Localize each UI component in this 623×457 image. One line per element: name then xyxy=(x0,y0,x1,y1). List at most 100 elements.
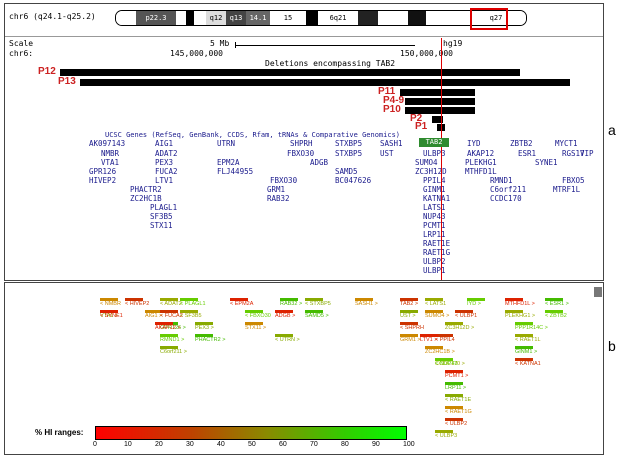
hi-gene-label[interactable]: < ADAT2 xyxy=(160,301,182,307)
gene-label[interactable]: FLJ44955 xyxy=(217,167,254,176)
hi-gene-bar[interactable] xyxy=(125,298,143,301)
gene-label[interactable]: RGS17 xyxy=(562,149,585,158)
gene-label[interactable]: SHPRH xyxy=(290,139,313,148)
gene-label[interactable]: ESR1 xyxy=(518,149,537,158)
gene-label[interactable]: C6orf211 xyxy=(490,185,527,194)
hi-gene-label[interactable]: LTV1 > xyxy=(420,337,438,343)
hi-gene-label[interactable]: < RAET1L xyxy=(515,337,541,343)
gene-label[interactable]: RMND1 xyxy=(490,176,513,185)
ideogram-band[interactable] xyxy=(358,11,378,25)
gene-label[interactable]: PPIL4 xyxy=(423,176,446,185)
deletion-bar[interactable] xyxy=(60,69,520,76)
gene-label[interactable]: VIP xyxy=(580,149,594,158)
hi-gene-label[interactable]: < ULBP2 xyxy=(445,421,468,427)
hi-gene-label[interactable]: CCDC170 > xyxy=(435,361,465,367)
hi-gene-bar[interactable] xyxy=(160,334,178,337)
gene-label[interactable]: ULBP2 xyxy=(423,257,446,266)
hi-gene-bar[interactable] xyxy=(305,310,323,313)
scrollbar[interactable] xyxy=(594,287,602,297)
gene-label[interactable]: STXBP5 xyxy=(335,149,363,158)
gene-label[interactable]: STX11 xyxy=(150,221,173,230)
hi-gene-label[interactable]: C6orf211 > xyxy=(160,349,187,355)
gene-label[interactable]: FBXO5 xyxy=(562,176,585,185)
deletion-bar[interactable] xyxy=(80,79,570,86)
gene-label[interactable]: SASH1 xyxy=(380,139,403,148)
gene-label[interactable]: LTV1 xyxy=(155,176,174,185)
hi-gene-label[interactable]: PCMT1 > xyxy=(445,373,469,379)
hi-gene-label[interactable]: UST > xyxy=(400,313,416,319)
gene-label[interactable]: SUMO4 xyxy=(415,158,438,167)
hi-gene-bar[interactable] xyxy=(400,322,418,325)
deletion-bar[interactable] xyxy=(405,107,475,114)
hi-gene-bar[interactable] xyxy=(425,346,443,349)
hi-gene-label[interactable]: < LATS1 xyxy=(425,301,447,307)
hi-gene-label[interactable]: IYD > xyxy=(467,301,481,307)
gene-label[interactable]: EPM2A xyxy=(217,158,240,167)
hi-gene-bar[interactable] xyxy=(195,322,213,325)
hi-gene-bar[interactable] xyxy=(400,334,418,337)
hi-gene-bar[interactable] xyxy=(180,298,198,301)
gene-label[interactable]: SYNE1 xyxy=(535,158,558,167)
gene-label[interactable]: RAB32 xyxy=(267,194,290,203)
hi-gene-bar[interactable] xyxy=(160,346,178,349)
gene-label[interactable]: GPR126 xyxy=(89,167,117,176)
hi-gene-label[interactable]: < SYNE1 xyxy=(100,313,123,319)
hi-gene-bar[interactable] xyxy=(445,418,463,421)
hi-gene-label[interactable]: < UTRN > xyxy=(275,337,300,343)
hi-gene-label[interactable]: < PLAGL1 xyxy=(180,301,206,307)
hi-gene-bar[interactable] xyxy=(515,334,533,337)
hi-gene-label[interactable]: < ZBTB2 xyxy=(545,313,567,319)
deletion-bar[interactable] xyxy=(400,89,475,96)
gene-label[interactable]: PEX3 xyxy=(155,158,174,167)
gene-label[interactable]: UTRN xyxy=(217,139,236,148)
hi-gene-label[interactable]: < RAET1G xyxy=(445,409,472,415)
ideogram-band[interactable] xyxy=(194,11,206,25)
hi-gene-bar[interactable] xyxy=(245,322,263,325)
hi-gene-label[interactable]: VTA1 > xyxy=(100,313,119,319)
hi-gene-label[interactable]: ZC3H12D > xyxy=(445,325,475,331)
hi-gene-label[interactable]: < ESR1 > xyxy=(545,301,569,307)
hi-gene-bar[interactable] xyxy=(515,346,533,349)
hi-gene-bar[interactable] xyxy=(445,394,463,397)
gene-label[interactable]: VTA1 xyxy=(101,158,120,167)
ideogram-band[interactable] xyxy=(408,11,426,25)
ideogram-band[interactable]: q13 xyxy=(226,11,246,25)
chromosome-ideogram[interactable]: p22.3 q12 q13 14.1 15 6q21 q27 xyxy=(115,10,527,26)
hi-gene-label[interactable]: < PPIL4 xyxy=(435,337,455,343)
deletion-bar[interactable] xyxy=(432,116,443,123)
ideogram-band[interactable]: q27 xyxy=(466,11,526,25)
gene-label[interactable]: ZC3H12D xyxy=(415,167,447,176)
hi-gene-bar[interactable] xyxy=(245,310,263,313)
gene-label[interactable]: ZBTB2 xyxy=(510,139,533,148)
gene-label[interactable]: PLEKHG1 xyxy=(465,158,497,167)
hi-gene-bar[interactable] xyxy=(180,310,198,313)
hi-gene-label[interactable]: SUMO4 > xyxy=(425,313,450,319)
hi-gene-label[interactable]: AKAP12 > xyxy=(155,325,181,331)
gene-label[interactable]: STXBP5 xyxy=(335,139,363,148)
hi-gene-bar[interactable] xyxy=(515,322,533,325)
hi-gene-label[interactable]: AIG1 > xyxy=(145,313,163,319)
hi-gene-bar[interactable] xyxy=(445,406,463,409)
hi-gene-bar[interactable] xyxy=(420,334,438,337)
gene-label[interactable]: RAET1G xyxy=(423,248,451,257)
hi-gene-bar[interactable] xyxy=(100,298,118,301)
hi-gene-bar[interactable] xyxy=(275,334,293,337)
hi-gene-bar[interactable] xyxy=(160,310,178,313)
hi-gene-label[interactable]: < EPM2A xyxy=(230,301,254,307)
gene-label[interactable]: FBXO30 xyxy=(270,176,298,185)
hi-gene-bar[interactable] xyxy=(445,382,463,385)
gene-label[interactable]: ULBP3 xyxy=(423,149,446,158)
hi-gene-label[interactable]: GPR126 > xyxy=(160,325,186,331)
gene-label[interactable]: ZC2HC1B xyxy=(130,194,162,203)
hi-gene-bar[interactable] xyxy=(435,358,453,361)
ideogram-band[interactable] xyxy=(186,11,194,25)
gene-label[interactable]: UST xyxy=(380,149,394,158)
hi-gene-bar[interactable] xyxy=(505,298,523,301)
hi-gene-label[interactable]: < SF3B5 xyxy=(180,313,202,319)
hi-gene-label[interactable]: < ULBP3 xyxy=(435,433,458,439)
hi-gene-bar[interactable] xyxy=(275,310,293,313)
gene-label[interactable]: HIVEP2 xyxy=(89,176,117,185)
hi-gene-label[interactable]: MTHFD1L > xyxy=(505,301,535,307)
gene-label[interactable]: FUCA2 xyxy=(155,167,178,176)
hi-gene-label[interactable]: TAB2 > xyxy=(400,301,419,307)
